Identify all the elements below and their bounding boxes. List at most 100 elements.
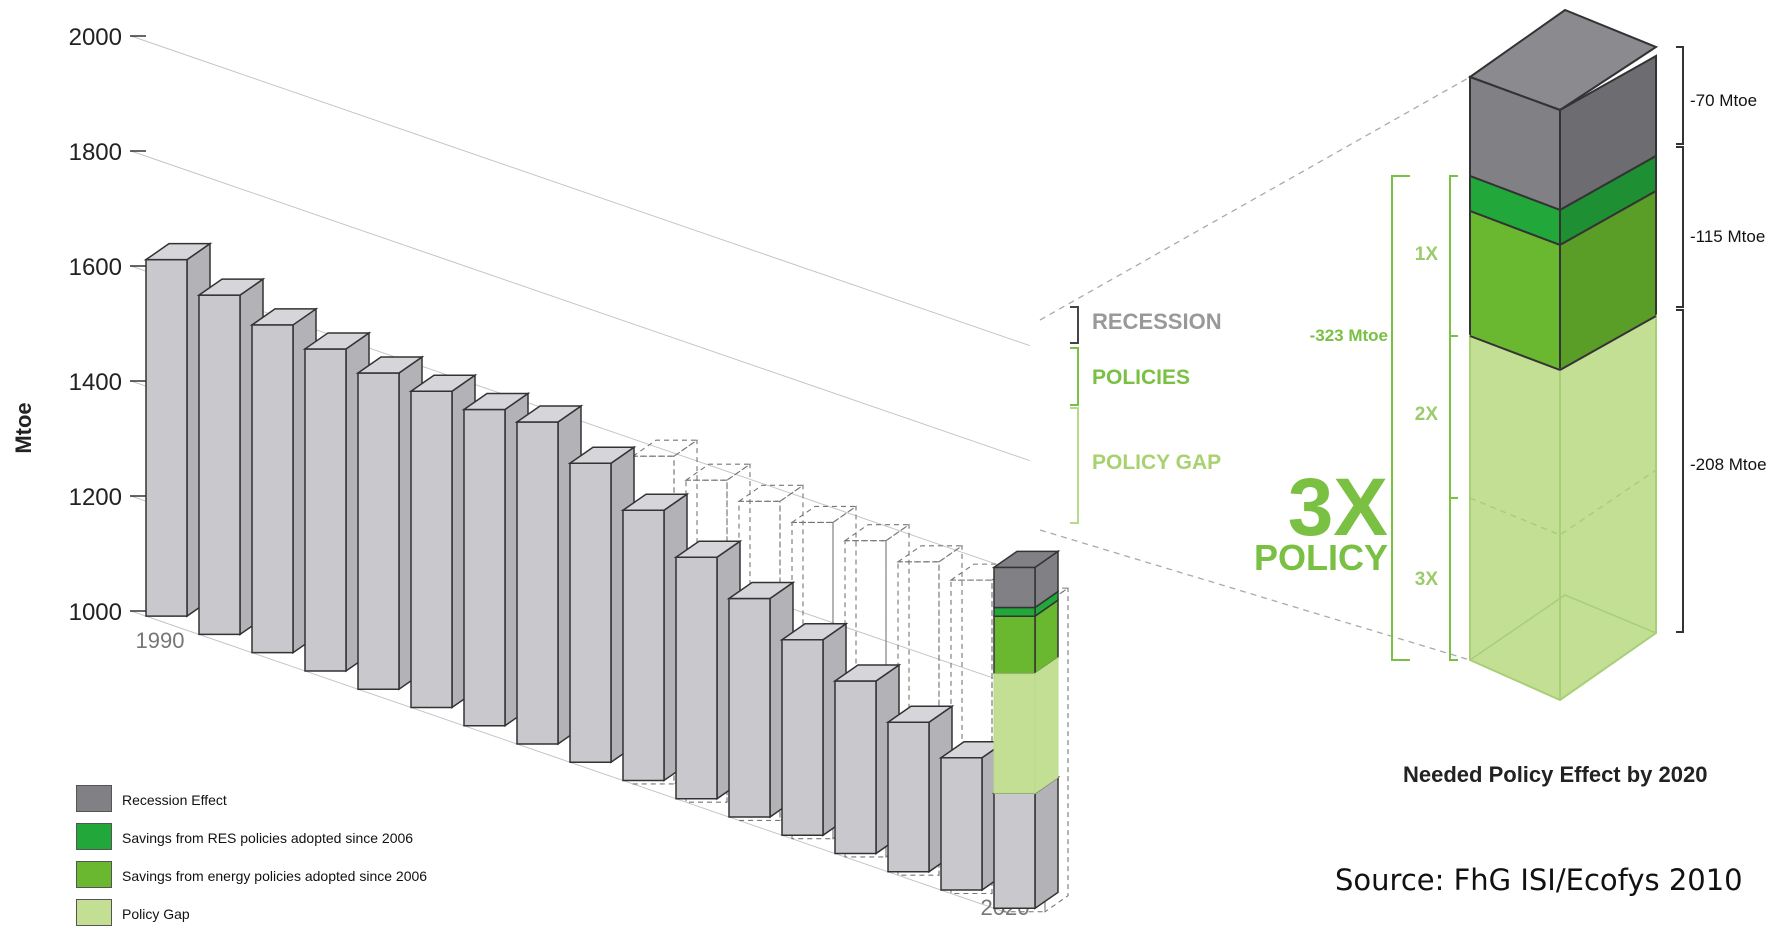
bar-top (779, 623, 849, 641)
bar-top (302, 332, 372, 350)
source-note: Source: FhG ISI/Ecofys 2010 (1335, 863, 1743, 897)
bar-front (198, 294, 241, 636)
bar-top (896, 545, 964, 563)
bar-top (726, 581, 796, 600)
y-tick-label: 1400 (69, 369, 122, 396)
bracket-total (1391, 175, 1410, 661)
bar-front (622, 509, 665, 782)
bar-top (620, 493, 690, 511)
right-panel-title: Needed Policy Effect by 2020 (1403, 762, 1708, 787)
legend-label: Savings from energy policies adopted sin… (122, 868, 428, 884)
multiple-2x: 2X (1415, 404, 1439, 425)
bar-top (143, 242, 213, 261)
bar-top (949, 563, 1017, 581)
y-tick-label: 1200 (69, 484, 122, 511)
bar-top (249, 308, 319, 326)
bar-top (461, 392, 531, 411)
bracket-3x (1449, 497, 1458, 661)
bar-top (514, 405, 584, 423)
stack-segment-recession (991, 549, 1061, 610)
big-gap-top-right (1559, 315, 1657, 371)
bar-side (1034, 775, 1059, 910)
bar-front (251, 324, 294, 654)
bar-top (673, 540, 743, 559)
legend-label: Policy Gap (122, 906, 190, 922)
bar-side (726, 463, 751, 804)
legend-label: Savings from RES policies adopted since … (122, 830, 414, 846)
bracket-115 (1676, 146, 1684, 308)
legend-label: Recession Effect (122, 792, 227, 808)
bracket-208 (1676, 309, 1684, 633)
bracket-label-115: -115 Mtoe (1690, 227, 1765, 246)
bracket-policies (1070, 347, 1079, 406)
total-label: -323 Mtoe (1310, 326, 1388, 345)
bar-top (885, 705, 955, 724)
chart-stage: 100012001400160018002000Mtoe19902020 REC… (11, 8, 1767, 926)
energy-consumption-chart: 100012001400160018002000Mtoe19902020 REC… (11, 8, 1767, 915)
bar-front (993, 606, 1036, 617)
multiple-1x: 1X (1415, 244, 1439, 265)
bracket-label-70: -70 Mtoe (1690, 91, 1757, 110)
callout-policy-gap: POLICY GAP (1092, 451, 1221, 474)
bar-front (993, 792, 1036, 910)
bracket-label-208: -208 Mtoe (1690, 455, 1767, 474)
bracket-70 (1676, 46, 1684, 145)
y-tick-label: 1600 (69, 254, 122, 281)
stack-segment-energy (993, 598, 1059, 676)
gridline (130, 35, 1031, 347)
y-axis-title: Mtoe (11, 402, 36, 453)
big-gap-floor (1469, 594, 1657, 661)
y-tick-label: 1800 (69, 139, 122, 166)
big-policy-text: POLICY (1254, 537, 1388, 578)
gridline (130, 150, 1031, 462)
big-segment-gap (1469, 314, 1657, 702)
gridline (130, 610, 1015, 915)
bar-front (728, 597, 771, 818)
bar-side (938, 544, 963, 877)
bar-top (631, 439, 699, 457)
callout-policies: POLICIES (1092, 366, 1190, 389)
multiple-3x: 3X (1415, 569, 1439, 590)
bar-front (463, 408, 506, 727)
bar-top (737, 484, 805, 502)
bar-top (991, 550, 1061, 569)
big-gap-top-left (1469, 335, 1561, 371)
bar-front (304, 348, 347, 672)
bar-front (993, 566, 1036, 609)
bar-side (1034, 656, 1059, 795)
bracket-1x (1449, 175, 1458, 337)
bar-top (355, 356, 425, 374)
bar-front (993, 673, 1036, 794)
zoom-guide-bottom (1039, 529, 1471, 661)
x-label-start: 1990 (136, 628, 185, 653)
bar-front (940, 757, 983, 891)
bracket-recession (1070, 306, 1079, 344)
legend-swatch-recession (76, 785, 112, 812)
bar-front (675, 556, 718, 800)
zoom-guide-top (1039, 76, 1471, 321)
bar-front (834, 680, 877, 855)
bar (991, 775, 1061, 910)
bar-side (1044, 587, 1069, 913)
bar-top (832, 664, 902, 682)
bar-front (887, 721, 930, 873)
bar-front (781, 639, 824, 837)
ghost-bar (684, 463, 752, 804)
y-tick-label: 1000 (69, 599, 122, 626)
big-3x-text: 3X (1288, 462, 1388, 553)
bracket-2x (1449, 335, 1458, 499)
bar-front (410, 390, 453, 709)
bar-front (569, 462, 612, 763)
bar-top (408, 374, 478, 392)
legend-swatch-energy (76, 861, 112, 888)
bar-front (516, 421, 559, 745)
y-tick-label: 2000 (69, 24, 122, 51)
legend-swatch-gap (76, 899, 112, 926)
bar-front (993, 615, 1036, 675)
callout-recession: RECESSION (1092, 309, 1222, 334)
bar-front (145, 258, 188, 617)
bar-top (684, 463, 752, 481)
bracket-policy-gap (1070, 407, 1079, 524)
stack-segment-gap (993, 656, 1059, 795)
bar-front (357, 372, 400, 690)
